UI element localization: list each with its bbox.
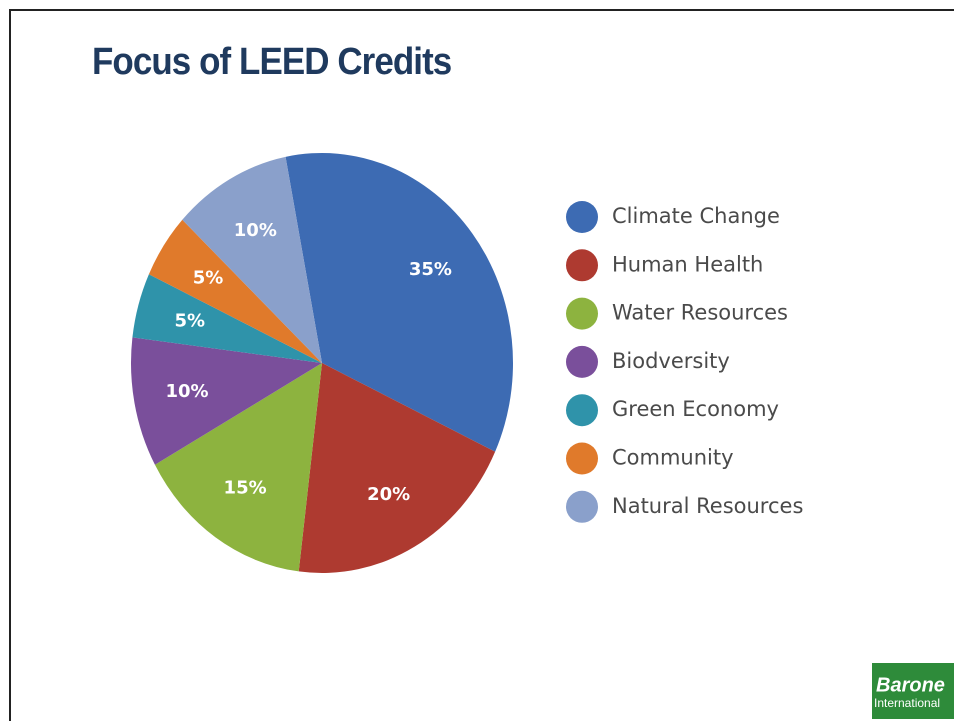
legend-swatch: [566, 345, 598, 378]
slide-border: [9, 9, 954, 721]
pie-slice: [182, 156, 322, 363]
chart-title: Focus of LEED Credits: [92, 40, 451, 83]
data-label: 5%: [175, 310, 206, 331]
legend-swatch: [566, 490, 598, 523]
legend-label: Community: [612, 446, 734, 470]
pie-slice: [298, 363, 496, 574]
pie-slice: [132, 274, 322, 363]
legend-label: Climate Change: [612, 204, 780, 228]
data-label: 20%: [367, 484, 410, 505]
data-label: 10%: [165, 381, 208, 402]
logo-box: [872, 663, 954, 719]
legend-label: Biodversity: [612, 349, 730, 373]
pie-slice: [148, 219, 322, 363]
data-label: 5%: [193, 267, 224, 288]
logo-name: Barone: [876, 674, 945, 696]
legend-swatch: [566, 297, 598, 330]
data-label: 35%: [409, 259, 452, 280]
legend-label: Human Health: [612, 252, 763, 276]
legend-label: Natural Resources: [612, 494, 803, 518]
legend-label: Green Economy: [612, 397, 779, 421]
legend-swatch: [566, 394, 598, 427]
legend-swatch: [566, 249, 598, 282]
data-label: 10%: [234, 220, 277, 241]
legend-swatch: [566, 442, 598, 475]
legend-swatch: [566, 201, 598, 233]
logo-subtitle: International: [874, 696, 940, 710]
pie-slice: [154, 363, 322, 572]
pie-slice: [285, 153, 513, 452]
pie-slice: [131, 337, 322, 465]
legend-label: Water Resources: [612, 301, 788, 325]
data-label: 15%: [224, 477, 267, 498]
